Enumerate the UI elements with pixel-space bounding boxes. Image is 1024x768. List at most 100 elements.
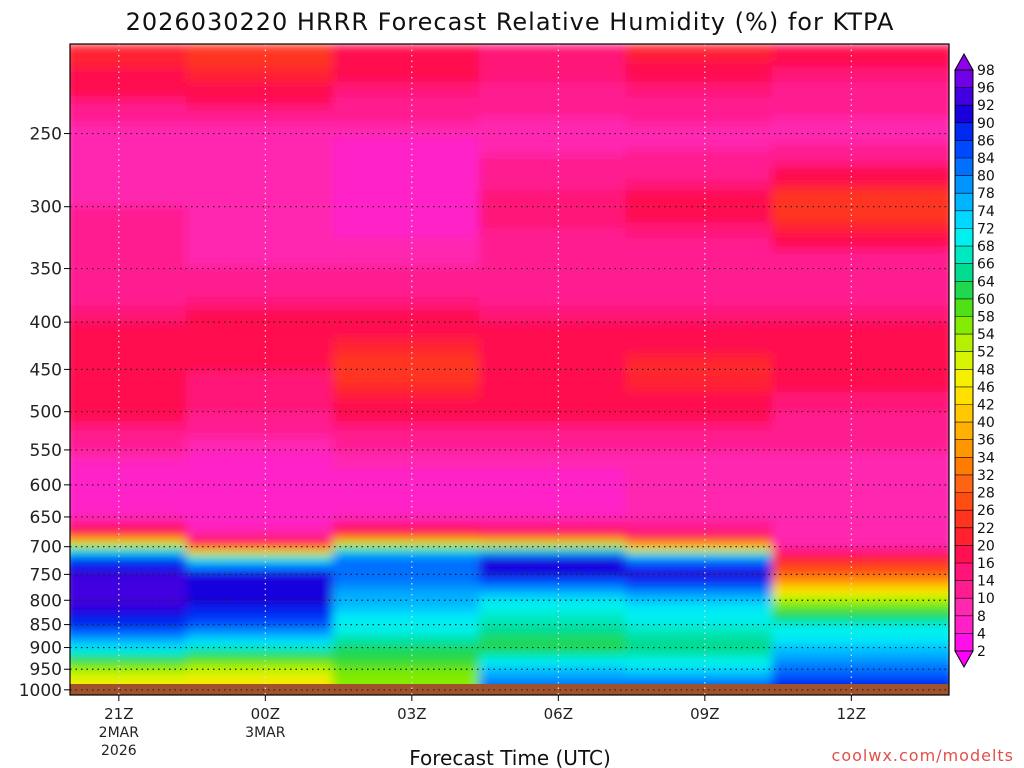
rh-cell bbox=[70, 631, 199, 634]
rh-cell bbox=[70, 451, 199, 456]
rh-cell bbox=[479, 562, 638, 566]
rh-cell bbox=[479, 430, 638, 435]
rh-cell bbox=[625, 612, 785, 615]
rh-cell bbox=[479, 586, 638, 589]
rh-cell bbox=[186, 252, 345, 258]
rh-cell bbox=[625, 592, 785, 595]
colorbar-bin bbox=[955, 298, 973, 317]
rh-cell bbox=[625, 638, 785, 642]
rh-cell bbox=[186, 279, 345, 286]
rh-cell bbox=[70, 644, 199, 647]
rh-cell bbox=[479, 495, 638, 499]
rh-cell bbox=[186, 288, 345, 294]
rh-cell bbox=[625, 462, 785, 467]
rh-cell bbox=[625, 680, 785, 683]
rh-cell bbox=[332, 479, 492, 483]
rh-cell bbox=[772, 518, 949, 522]
rh-cell bbox=[625, 451, 785, 456]
rh-cell bbox=[625, 143, 785, 151]
x-axis-ticks: 21Z 2MAR 2026 00Z 3MAR 03Z 06Z 09Z 12Z bbox=[99, 695, 866, 759]
rh-cell bbox=[70, 503, 199, 507]
rh-cell bbox=[479, 487, 638, 491]
rh-cell bbox=[772, 136, 949, 144]
rh-cell bbox=[625, 252, 785, 258]
rh-cell bbox=[70, 553, 199, 557]
rh-cell bbox=[772, 651, 949, 654]
rh-cell bbox=[625, 436, 785, 441]
credit-link[interactable]: coolwx.com/modelts bbox=[832, 746, 1014, 765]
rh-cell bbox=[332, 553, 492, 557]
rh-cell bbox=[479, 535, 638, 539]
rh-cell bbox=[332, 523, 492, 527]
rh-cell bbox=[70, 513, 199, 517]
rh-cell bbox=[70, 385, 199, 390]
x-tick-label: 03Z bbox=[397, 705, 426, 723]
rh-cell bbox=[625, 279, 785, 286]
rh-cell bbox=[625, 59, 785, 69]
rh-cell bbox=[70, 634, 199, 638]
rh-cell bbox=[772, 500, 949, 504]
rh-cell bbox=[479, 539, 638, 543]
rh-cell bbox=[332, 155, 492, 163]
rh-cell bbox=[332, 484, 492, 489]
rh-cell bbox=[186, 553, 345, 557]
rh-cell bbox=[772, 436, 949, 441]
rh-cell bbox=[772, 638, 949, 642]
rh-cell bbox=[479, 117, 638, 125]
rh-cell bbox=[625, 627, 785, 631]
rh-cell bbox=[332, 451, 492, 456]
rh-cell bbox=[186, 513, 345, 517]
rh-cell bbox=[625, 500, 785, 504]
rh-cell bbox=[772, 610, 949, 613]
rh-cell bbox=[186, 297, 345, 303]
rh-cell bbox=[186, 602, 345, 606]
rh-cell bbox=[332, 474, 492, 478]
rh-cell bbox=[186, 546, 345, 550]
rh-cell bbox=[625, 341, 785, 347]
rh-cell bbox=[70, 445, 199, 450]
rh-cell bbox=[70, 318, 199, 323]
rh-cell bbox=[70, 621, 199, 625]
rh-cell bbox=[332, 673, 492, 676]
rh-cell bbox=[70, 190, 199, 197]
rh-cell bbox=[772, 468, 949, 473]
rh-cell bbox=[772, 341, 949, 347]
colorbar-label: 4 bbox=[977, 626, 986, 642]
rh-cell bbox=[186, 644, 345, 647]
rh-cell bbox=[479, 508, 638, 512]
rh-cell bbox=[625, 656, 785, 659]
rh-cell bbox=[70, 465, 199, 470]
ground-surface bbox=[70, 684, 949, 695]
rh-cell bbox=[625, 391, 785, 397]
rh-cell bbox=[772, 305, 949, 311]
rh-cell bbox=[772, 51, 949, 61]
rh-cell bbox=[186, 656, 345, 659]
rh-cell bbox=[772, 680, 949, 683]
rh-cell bbox=[186, 59, 345, 69]
rh-cell bbox=[186, 495, 345, 499]
rh-cell bbox=[186, 408, 345, 413]
rh-cell bbox=[772, 503, 949, 507]
rh-cell bbox=[70, 583, 199, 587]
rh-cell bbox=[186, 364, 345, 369]
rh-cell bbox=[772, 625, 949, 629]
rh-cell bbox=[70, 345, 199, 351]
colorbar-bin bbox=[955, 633, 973, 652]
rh-cell bbox=[772, 471, 949, 475]
rh-cell bbox=[332, 539, 492, 543]
rh-cell bbox=[479, 623, 638, 627]
rh-cell bbox=[332, 513, 492, 517]
rh-cell bbox=[186, 523, 345, 527]
rh-cell bbox=[332, 612, 492, 615]
rh-cell bbox=[70, 468, 199, 473]
rh-cell bbox=[186, 474, 345, 478]
rh-cell bbox=[772, 232, 949, 239]
rh-cell bbox=[70, 673, 199, 676]
rh-cell bbox=[772, 89, 949, 98]
rh-cell bbox=[70, 395, 199, 400]
rh-cell bbox=[772, 442, 949, 447]
rh-cell bbox=[772, 401, 949, 406]
rh-cell bbox=[772, 67, 949, 76]
colorbar-label: 74 bbox=[977, 204, 995, 220]
rh-cell bbox=[332, 309, 492, 315]
